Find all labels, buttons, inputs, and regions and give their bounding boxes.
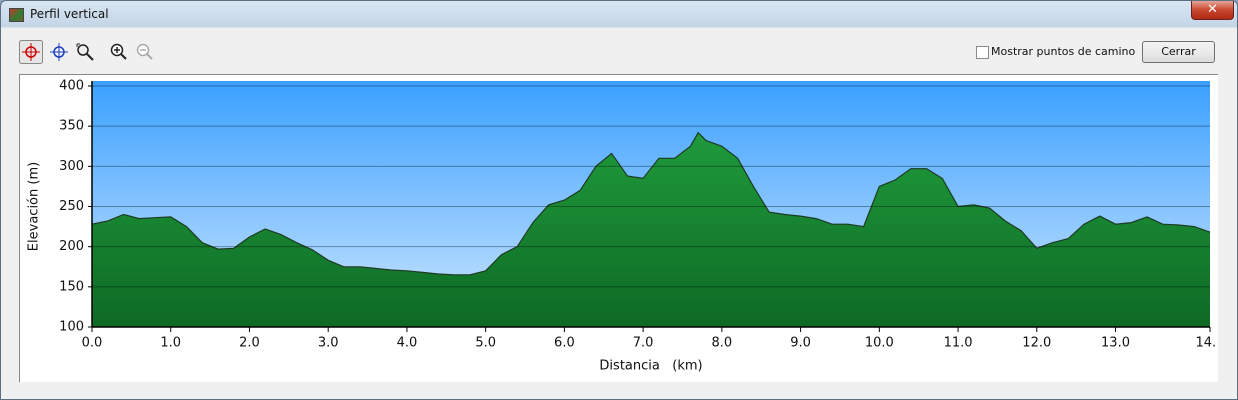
window-title: Perfil vertical xyxy=(30,7,109,21)
x-tick-label: 4.0 xyxy=(397,336,418,351)
y-tick-label: 150 xyxy=(59,279,84,294)
zoom-in-tool[interactable] xyxy=(107,40,131,64)
x-tick-label: 7.0 xyxy=(633,336,654,351)
chart-panel: 100 150 200 250 300 350 400 0.0 1.0 2.0 3.0 4.0 5.0 6… xyxy=(19,74,1218,382)
crosshair-blue-tool[interactable] xyxy=(47,40,71,64)
close-button[interactable]: ✕ xyxy=(1191,1,1234,20)
close-dialog-button[interactable]: Cerrar xyxy=(1142,41,1215,63)
x-tick-label: 12.0 xyxy=(1022,336,1051,351)
x-tick-label: 1.0 xyxy=(160,336,181,351)
x-axis-title: Distancia (km) xyxy=(599,359,702,374)
y-tick-label: 250 xyxy=(59,199,84,214)
x-tick-label: 11.0 xyxy=(944,336,973,351)
chart: 100 150 200 250 300 350 400 0.0 1.0 2.0 3.0 4.0 5.0 6… xyxy=(27,79,1217,374)
title-bar: Perfil vertical ✕ xyxy=(1,1,1237,28)
elevation-area xyxy=(92,132,1210,327)
x-tick-label: 14.2 xyxy=(1196,336,1216,351)
x-tick-label: 3.0 xyxy=(318,336,339,351)
x-tick-label: 9.0 xyxy=(790,336,811,351)
y-tick-label: 350 xyxy=(59,119,84,134)
y-tick-label: 300 xyxy=(59,159,84,174)
y-tick-label: 100 xyxy=(59,320,84,335)
y-axis-title: Elevación (m) xyxy=(27,162,42,251)
crosshair-red-tool[interactable] xyxy=(19,40,43,64)
checkbox[interactable] xyxy=(976,46,989,59)
x-tick-label: 6.0 xyxy=(554,336,575,351)
elevation-line xyxy=(91,131,1211,276)
x-tick-label: 10.0 xyxy=(865,336,894,351)
x-tick-label: 13.0 xyxy=(1101,336,1130,351)
zoom-box-tool[interactable] xyxy=(73,40,97,64)
zoom-out-tool[interactable] xyxy=(133,40,157,64)
y-tick-label: 400 xyxy=(59,79,84,94)
x-tick-label: 0.0 xyxy=(82,336,103,351)
x-tick-label: 5.0 xyxy=(475,336,496,351)
app-icon xyxy=(9,8,24,22)
y-tick-label: 200 xyxy=(59,239,84,254)
checkbox-label[interactable]: Mostrar puntos de camino xyxy=(991,45,1136,58)
x-tick-label: 8.0 xyxy=(712,336,733,351)
x-tick-label: 2.0 xyxy=(239,336,260,351)
